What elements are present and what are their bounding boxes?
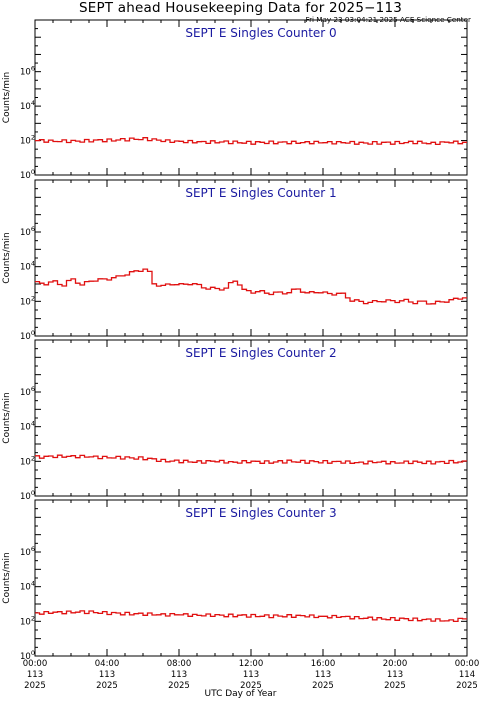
panel-title: SEPT E Singles Counter 3 (185, 506, 336, 520)
series-line (35, 610, 467, 623)
y-tick-label: 100 (20, 168, 35, 181)
page-title: SEPT ahead Housekeeping Data for 2025−11… (78, 0, 403, 16)
x-tick-label-doy: 113 (27, 670, 43, 680)
y-tick-label: 100 (20, 649, 35, 662)
x-tick-label-year: 2025 (168, 681, 190, 691)
y-tick-label: 104 (20, 260, 35, 273)
y-tick-label: 106 (20, 225, 35, 238)
y-tick-label: 104 (20, 420, 35, 433)
x-tick-label-time: 00:00 (23, 659, 48, 669)
x-tick-label-doy: 113 (315, 670, 331, 680)
x-tick-label-time: 04:00 (95, 659, 120, 669)
panel-title: SEPT E Singles Counter 0 (185, 26, 336, 40)
y-tick-label: 106 (20, 385, 35, 398)
x-tick-label-doy: 113 (387, 670, 403, 680)
y-tick-label: 102 (20, 454, 35, 467)
series-line (35, 268, 467, 305)
x-tick-label-year: 2025 (240, 681, 262, 691)
panel-frame (34, 19, 468, 176)
x-tick-label-time: 00:00 (455, 659, 480, 669)
x-tick-label-year: 2025 (456, 681, 478, 691)
x-tick-label-doy: 113 (171, 670, 187, 680)
y-axis-label: Counts/min (2, 72, 12, 123)
panel-frame (34, 339, 468, 497)
x-tick-label-year: 2025 (312, 681, 334, 691)
x-tick-label-time: 12:00 (239, 659, 264, 669)
panel-frame (34, 499, 468, 657)
y-tick-label: 104 (20, 580, 35, 593)
panel-frame (34, 179, 468, 337)
y-tick-label: 102 (20, 134, 35, 147)
y-tick-label: 100 (20, 329, 35, 342)
x-axis-label: UTC Day of Year (204, 689, 277, 699)
panel-2: 100 102 104 106 SEPT E Singles Counter 2 Coun… (2, 339, 468, 502)
series-line (35, 137, 467, 146)
y-tick-label: 102 (20, 614, 35, 627)
x-tick-label-time: 08:00 (167, 659, 192, 669)
y-tick-label: 106 (20, 545, 35, 558)
y-axis-label: Counts/min (2, 232, 12, 283)
x-tick-label-year: 2025 (384, 681, 406, 691)
x-tick-label-doy: 114 (459, 670, 475, 680)
panel-title: SEPT E Singles Counter 1 (185, 186, 336, 200)
y-axis-label: Counts/min (2, 552, 12, 603)
panel-1: 100 102 104 106 SEPT E Singles Counter 1 Coun… (2, 179, 468, 342)
x-tick-label-year: 2025 (24, 681, 46, 691)
x-tick-label-doy: 113 (243, 670, 259, 680)
y-tick-label: 106 (20, 65, 35, 78)
y-tick-label: 102 (20, 294, 35, 307)
x-tick-label-doy: 113 (99, 670, 115, 680)
series-line (35, 454, 467, 465)
panel-3: 100 102 104 106 SEPT E Singles Counter 3 Coun… (2, 499, 468, 662)
y-axis-label: Counts/min (2, 392, 12, 443)
panel-title: SEPT E Singles Counter 2 (185, 346, 336, 360)
x-tick-label-time: 20:00 (383, 659, 408, 669)
panel-0: 100 102 104 106 SEPT E Singles Counter 0 Coun… (2, 19, 468, 181)
x-tick-label-year: 2025 (96, 681, 118, 691)
x-tick-label-time: 16:00 (311, 659, 336, 669)
y-tick-label: 104 (20, 99, 35, 112)
y-tick-label: 100 (20, 489, 35, 502)
